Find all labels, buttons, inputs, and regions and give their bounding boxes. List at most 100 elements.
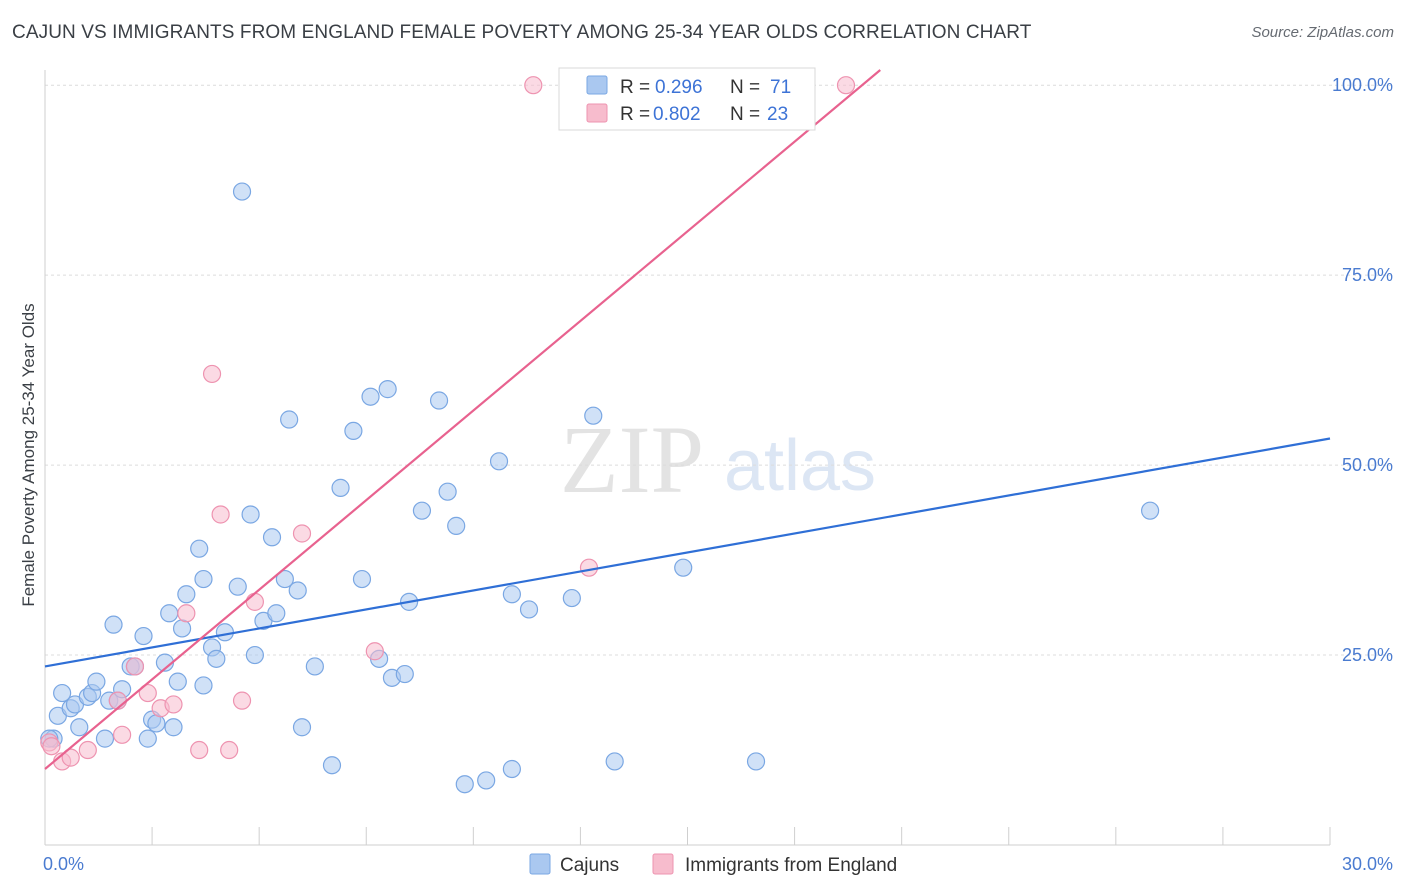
cajuns-point: [267, 604, 286, 623]
cajuns-point: [160, 604, 179, 623]
cajuns-point: [322, 756, 342, 775]
cajuns-point: [215, 623, 234, 642]
cajuns-point: [455, 775, 474, 794]
cajuns-point: [138, 729, 157, 748]
england-point: [365, 642, 384, 661]
y-tick-label: 50.0%: [1342, 455, 1393, 475]
england-point: [78, 740, 97, 760]
cajuns-point: [746, 752, 766, 771]
legend-swatch-england: [586, 103, 608, 123]
cajuns-points: [40, 182, 1160, 794]
cajuns-point: [584, 406, 603, 425]
england-points: [40, 76, 856, 771]
cajuns-point: [134, 626, 153, 646]
cajuns-point: [412, 501, 432, 520]
cajuns-point: [194, 676, 213, 695]
england-point: [232, 691, 252, 710]
series-legend: Cajuns Immigrants from England: [529, 853, 897, 876]
cajuns-point: [53, 683, 72, 703]
cajuns-point: [438, 482, 457, 501]
england-point: [164, 695, 183, 714]
england-point: [61, 748, 80, 767]
england-point: [177, 604, 196, 623]
england-point: [112, 725, 132, 744]
cajuns-point: [378, 380, 397, 399]
trend-lines: [44, 69, 1331, 770]
x-tick-label: 30.0%: [1342, 854, 1393, 874]
cajuns-point: [172, 619, 192, 638]
cajuns-point: [241, 505, 260, 524]
chart-title: CAJUN VS IMMIGRANTS FROM ENGLAND FEMALE …: [12, 22, 1032, 43]
watermark-zip: ZIP: [560, 406, 704, 513]
watermark-atlas: atlas: [724, 426, 876, 506]
cajuns-point: [562, 588, 581, 608]
cajuns-point: [164, 718, 183, 737]
england-point: [220, 740, 239, 760]
legend-r-label-2: R =: [620, 104, 655, 125]
y-tick-label: 25.0%: [1342, 645, 1393, 665]
bottom-legend-label-cajuns: Cajuns: [560, 855, 619, 876]
x-tick-labels: 0.0% 30.0%: [43, 854, 1393, 874]
legend-n-value-1: 71: [770, 77, 791, 98]
cajuns-point: [232, 182, 252, 201]
y-tick-labels: 25.0% 50.0% 75.0% 100.0%: [1332, 75, 1393, 665]
cajuns-point: [395, 664, 414, 684]
legend-r-value-1: 0.296: [655, 77, 703, 98]
legend-r-label-1: R =: [620, 77, 655, 98]
england-trend-line: [44, 69, 881, 770]
england-point: [108, 691, 127, 710]
england-point: [836, 76, 856, 95]
y-tick-label: 75.0%: [1342, 265, 1393, 285]
cajuns-point: [447, 516, 466, 535]
cajuns-point: [519, 600, 539, 619]
bottom-legend-swatch-cajuns: [529, 853, 551, 875]
england-point: [125, 657, 145, 676]
cajuns-point: [95, 729, 115, 748]
cajuns-point: [70, 718, 89, 737]
cajuns-point: [177, 585, 196, 604]
cajuns-point: [262, 528, 282, 547]
correlation-legend: R = 0.296 N = 71 R = 0.802 N = 23: [558, 67, 816, 131]
watermark: ZIP atlas: [560, 406, 876, 513]
bottom-legend-swatch-england: [652, 853, 674, 875]
x-tick-label: 0.0%: [43, 854, 84, 874]
cajuns-point: [87, 672, 106, 691]
england-point: [292, 524, 312, 543]
cajuns-point: [361, 387, 380, 406]
cajuns-point: [305, 657, 324, 676]
cajuns-point: [429, 391, 449, 410]
cajuns-point: [147, 714, 166, 733]
cajuns-point: [292, 718, 312, 737]
gridlines: [45, 84, 1395, 656]
cajuns-point: [228, 577, 247, 596]
legend-n-value-2: 23: [767, 104, 788, 125]
cajuns-point: [275, 569, 294, 589]
cajuns-point: [207, 649, 226, 668]
legend-n-label-2: N =: [730, 104, 765, 125]
cajuns-point: [502, 759, 521, 779]
cajuns-point: [190, 539, 209, 558]
y-axis-title: Female Poverty Among 25-34 Year Olds: [19, 303, 38, 606]
cajuns-point: [331, 478, 350, 497]
cajuns-point: [1140, 501, 1160, 520]
england-point: [524, 76, 543, 95]
england-point: [138, 683, 157, 703]
bottom-legend-label-england: Immigrants from England: [685, 855, 897, 876]
cajuns-point: [288, 581, 307, 600]
england-point: [211, 505, 230, 524]
cajuns-point: [104, 615, 123, 634]
cajuns-point: [605, 752, 624, 771]
legend-r-value-2: 0.802: [653, 104, 701, 125]
england-point: [245, 592, 264, 611]
england-point: [202, 364, 222, 384]
cajuns-point: [168, 672, 187, 691]
cajuns-point: [280, 410, 299, 429]
cajuns-trend-line: [44, 437, 1331, 668]
cajuns-point: [344, 421, 363, 441]
england-point: [579, 558, 599, 577]
legend-swatch-cajuns: [586, 75, 608, 95]
cajuns-point: [477, 771, 496, 790]
cajuns-point: [674, 558, 693, 577]
cajuns-point: [352, 569, 372, 589]
england-point: [42, 737, 61, 756]
